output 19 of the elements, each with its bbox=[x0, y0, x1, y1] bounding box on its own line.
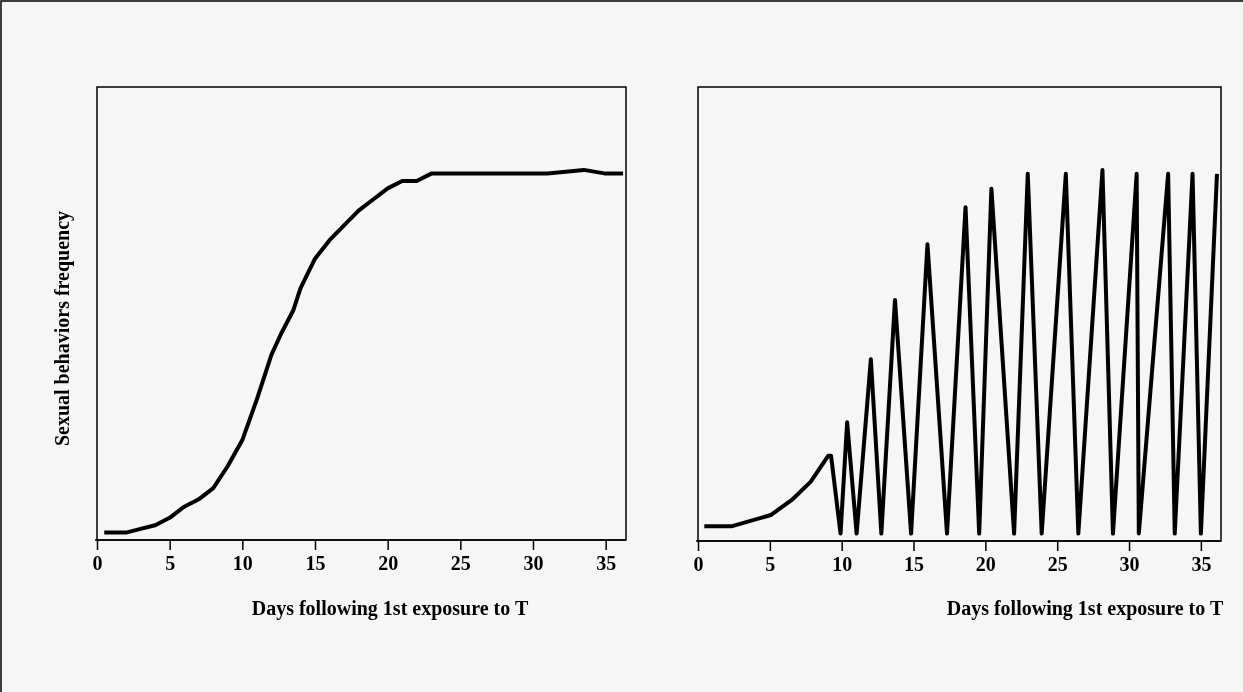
x-tick-label: 20 bbox=[975, 553, 996, 576]
x-tick-label: 10 bbox=[832, 553, 853, 576]
y-axis-title: Sexual behaviors frequency bbox=[51, 210, 74, 447]
x-tick-label: 20 bbox=[378, 552, 399, 575]
x-tick-label: 15 bbox=[305, 552, 326, 575]
x-tick-label: 5 bbox=[765, 553, 776, 576]
x-tick-label: 25 bbox=[450, 552, 471, 575]
x-tick-label: 10 bbox=[232, 552, 253, 575]
x-tick-label: 30 bbox=[523, 552, 544, 575]
x-tick-label: 15 bbox=[904, 553, 925, 576]
x-tick-label: 35 bbox=[1191, 553, 1212, 576]
x-tick-label: 0 bbox=[92, 552, 103, 575]
x-axis-title: Days following 1st exposure to T bbox=[251, 597, 529, 620]
x-tick-label: 35 bbox=[596, 552, 617, 575]
x-tick-label: 25 bbox=[1047, 553, 1068, 576]
x-tick-label: 0 bbox=[693, 553, 704, 576]
x-axis-title: Days following 1st exposure to T bbox=[946, 597, 1224, 620]
x-tick-label: 30 bbox=[1119, 553, 1140, 576]
x-tick-label: 5 bbox=[165, 552, 176, 575]
